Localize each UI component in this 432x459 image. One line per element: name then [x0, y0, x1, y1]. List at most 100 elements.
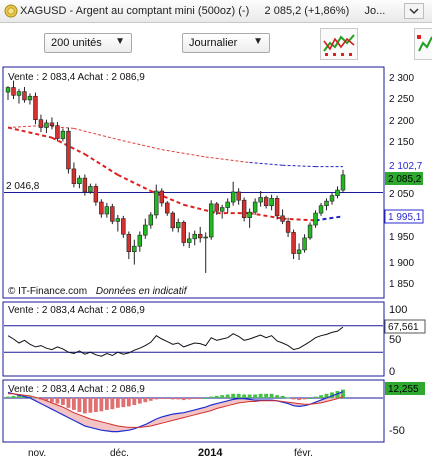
macd-bar-negative — [187, 398, 192, 400]
candle-up — [302, 237, 307, 251]
rsi-badge-bg — [384, 319, 426, 334]
ma-short-segment — [51, 136, 86, 156]
candle-down — [274, 198, 280, 217]
macd-bar-negative — [50, 398, 54, 403]
macd-bar-negative — [176, 398, 181, 400]
ma-long-badge-bg — [386, 160, 420, 171]
macd-badge: 12,255 — [388, 384, 419, 395]
candle-down — [49, 122, 55, 126]
candle-up — [318, 205, 324, 214]
macd-bar-negative — [55, 398, 60, 404]
macd-bar-positive — [209, 396, 214, 398]
x-label-dec: déc. — [110, 448, 129, 459]
macd-bar-negative — [104, 398, 109, 410]
macd-bar-positive — [275, 395, 280, 398]
candle-up — [324, 200, 329, 207]
macd-bar-negative — [148, 398, 153, 401]
macd-bar-positive — [11, 395, 16, 398]
ma-long-segment — [282, 164, 316, 168]
macd-bar-negative — [154, 398, 159, 400]
candle-up — [335, 189, 340, 196]
ma-short-segment — [7, 126, 53, 139]
macd-bar-negative — [93, 398, 98, 412]
candle-down — [236, 191, 241, 201]
macd-bar-positive — [313, 396, 318, 398]
macd-badge-bg — [385, 382, 425, 395]
main-panel-frame — [2, 66, 385, 299]
ma-long-segment — [205, 156, 250, 163]
candle-down — [93, 186, 99, 203]
candle-up — [313, 212, 318, 226]
chart-toolbar: 200 unités ▼ Journalier ▼ — [0, 23, 432, 66]
macd-bar-positive — [214, 395, 219, 398]
ma-short-badge-bg — [384, 209, 424, 224]
chevron-down-icon: ▼ — [253, 36, 263, 47]
ma-long-segment — [161, 149, 206, 158]
ma-short-segment — [282, 217, 316, 222]
macd-band — [8, 391, 343, 432]
chevron-down-icon: ▼ — [115, 36, 125, 47]
ma-short-segment — [150, 190, 185, 206]
candle-down — [110, 206, 115, 222]
candle-down — [99, 201, 104, 215]
macd-bar-negative — [82, 398, 87, 414]
candle-down — [280, 215, 285, 222]
macd-bar-positive — [264, 393, 269, 398]
price-badge-bg — [385, 172, 423, 185]
macd-bar-positive — [225, 394, 230, 398]
macd-bar-positive — [28, 396, 32, 398]
macd-bar-negative — [115, 398, 120, 408]
macd-bar-negative — [99, 398, 104, 412]
rsi-tick-100: 100 — [389, 304, 407, 316]
candle-up — [247, 211, 252, 218]
add-chart-button[interactable] — [414, 28, 432, 60]
macd-bar-negative — [137, 398, 142, 404]
dropdown-chevron-icon[interactable] — [404, 3, 424, 19]
candle-up — [137, 234, 143, 247]
x-label-feb: févr. — [294, 448, 313, 459]
candle-down — [66, 130, 71, 170]
candle-up — [104, 206, 110, 215]
candle-down — [170, 212, 175, 229]
period-select-label: Journalier — [189, 37, 238, 49]
period-select[interactable]: Journalier ▼ — [182, 33, 270, 53]
window-titlebar: XAGUSD - Argent au comptant mini (500oz)… — [0, 0, 432, 23]
macd-bar-negative — [88, 398, 93, 413]
title-trailing-text: Jo... — [364, 5, 386, 17]
window-title: XAGUSD - Argent au comptant mini (500oz)… — [20, 5, 385, 17]
candle-down — [159, 190, 164, 204]
candle-down — [285, 221, 291, 233]
candle-down — [38, 119, 44, 128]
macd-bar-negative — [121, 398, 126, 408]
y-tick-2200: 2 200 — [389, 116, 414, 127]
y-tick-2150: 2 150 — [389, 137, 414, 148]
candle-up — [296, 249, 302, 254]
footer-source: © IT-Finance.com Données en indicatif — [8, 286, 188, 297]
ma-short-badge: 1 995,1 — [388, 212, 422, 223]
macd-bar-negative — [44, 398, 49, 401]
x-label-nov: nov. — [28, 448, 46, 459]
price-chart — [4, 80, 383, 273]
candle-up — [203, 236, 208, 239]
macd-signal-line — [8, 393, 344, 428]
macd-bar-positive — [258, 393, 263, 398]
ma-long-segment — [7, 125, 41, 129]
candle-down — [126, 233, 132, 253]
candle-down — [55, 125, 60, 139]
macd-bar-positive — [286, 397, 291, 399]
y-tick-1850: 1 850 — [389, 279, 414, 290]
indicators-chart-icon — [323, 34, 355, 56]
candle-down — [197, 233, 203, 239]
macd-bar-negative — [126, 398, 131, 407]
ma-long-segment — [117, 138, 162, 151]
rsi-panel-frame — [2, 301, 385, 377]
footer-note: Données en indicatif — [96, 286, 188, 297]
candle-down — [11, 87, 16, 96]
ma-long-badge: 2 102,7 — [389, 161, 423, 172]
ma-long-segment — [73, 127, 118, 140]
footer-site: IT-Finance.com — [18, 286, 87, 297]
indicators-button[interactable] — [320, 28, 358, 60]
y-tick-2300: 2 300 — [389, 73, 414, 84]
units-select[interactable]: 200 unités ▼ — [44, 33, 132, 53]
instrument-title: XAGUSD - Argent au comptant mini (500oz)… — [20, 5, 250, 17]
